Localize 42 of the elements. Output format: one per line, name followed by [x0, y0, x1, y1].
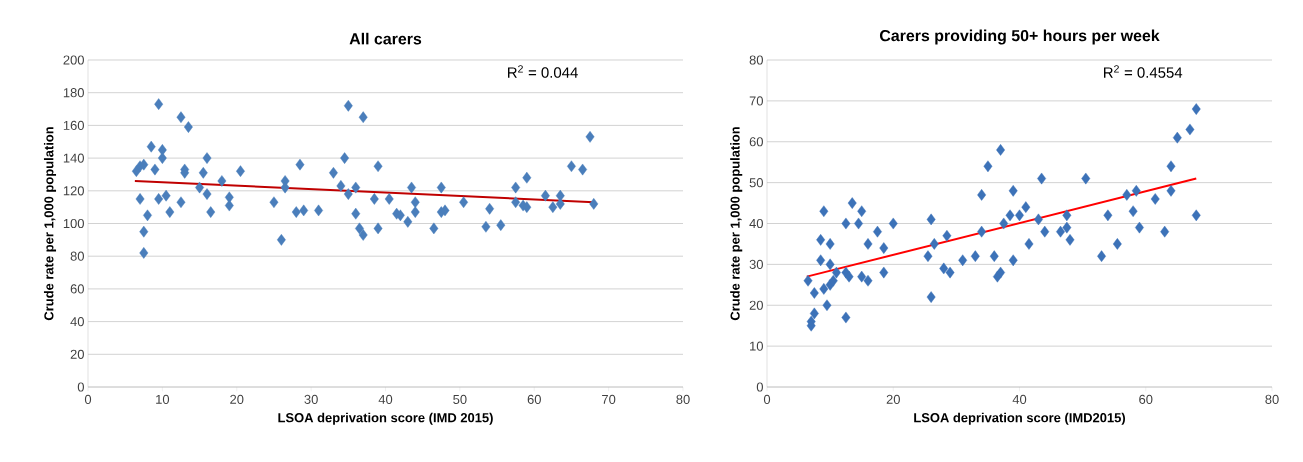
annotation: R$^{2}$ = 0.4554 [1104, 65, 1183, 78]
x-tick-label: 70 [602, 394, 616, 404]
y-tick-label: 0 [756, 382, 763, 392]
y-tick-label: 30 [749, 259, 763, 269]
x-tick-label: 40 [1012, 394, 1027, 404]
y-tick-label: 80 [749, 55, 763, 65]
y-tick-label: 0 [77, 382, 84, 392]
y-axis-title: Crude rate per 1,000 population [43, 127, 57, 321]
y-tick-label: 50 [749, 178, 763, 188]
y-tick-label: 60 [70, 284, 84, 294]
y-tick-label: 70 [749, 96, 763, 106]
x-axis-title: LSOA deprivation score (IMD2015) [914, 412, 1126, 425]
x-tick-label: 80 [676, 394, 690, 404]
chart-title: Carers providing 50+ hours per week [879, 29, 1160, 45]
y-tick-label: 60 [749, 137, 763, 147]
x-tick-label: 0 [84, 394, 92, 404]
annotation: R$^{2}$ = 0.044 [508, 65, 578, 78]
y-tick-label: 100 [63, 218, 84, 229]
y-axis-title: Crude rate per 1,000 population [730, 127, 743, 321]
y-tick-label: 40 [70, 317, 84, 327]
x-tick-label: 60 [527, 394, 541, 404]
x-tick-label: 0 [763, 394, 771, 404]
x-tick-label: 20 [886, 394, 900, 404]
x-tick-label: 60 [1139, 394, 1153, 404]
x-tick-label: 20 [230, 394, 244, 404]
y-tick-label: 160 [63, 120, 84, 130]
x-axis-title: LSOA deprivation score (IMD 2015) [278, 412, 493, 425]
y-tick-label: 20 [749, 300, 763, 310]
y-tick-label: 80 [70, 251, 84, 261]
x-tick-label: 10 [156, 394, 170, 404]
y-tick-label: 10 [750, 341, 763, 351]
x-tick-label: 50 [453, 394, 467, 404]
y-tick-label: 120 [63, 186, 84, 196]
y-tick-label: 140 [63, 153, 84, 163]
y-tick-label: 40 [749, 218, 763, 229]
y-tick-label: 180 [63, 88, 84, 98]
y-tick-label: 200 [63, 55, 84, 65]
chart-title: All carers [349, 32, 422, 45]
x-tick-label: 30 [304, 394, 318, 404]
y-tick-label: 20 [70, 349, 84, 359]
x-tick-label: 80 [1265, 394, 1279, 404]
x-tick-label: 40 [378, 394, 393, 404]
